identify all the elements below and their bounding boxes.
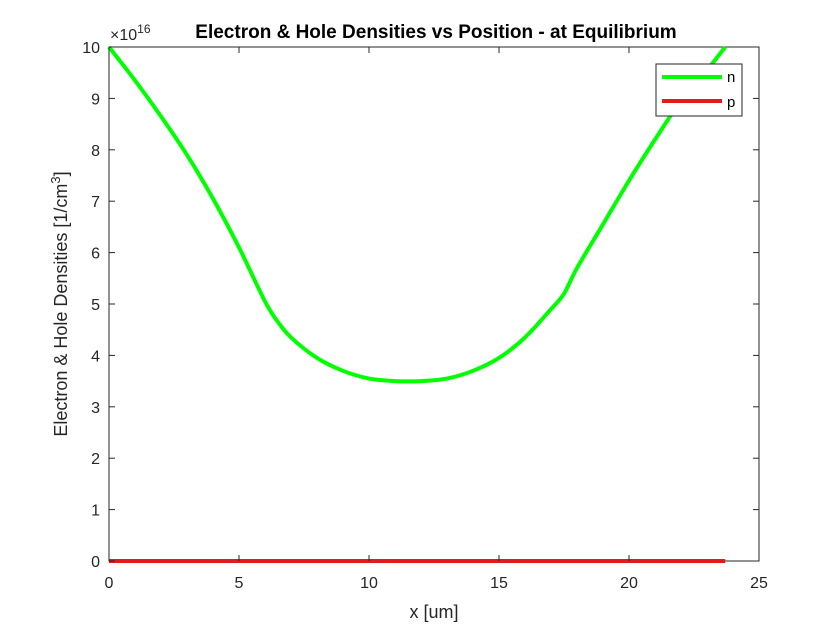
chart-title: Electron & Hole Densities vs Position - … xyxy=(195,22,676,43)
legend: n p xyxy=(655,63,743,117)
y-tick-label: 5 xyxy=(91,297,100,314)
x-axis-ticks: 0 5 10 15 20 25 xyxy=(105,47,768,592)
y-tick-label: 4 xyxy=(91,348,100,365)
y-tick-label: 8 xyxy=(91,143,100,160)
x-tick-label: 15 xyxy=(490,575,508,592)
y-tick-label: 9 xyxy=(91,91,100,108)
legend-box xyxy=(655,63,743,117)
x-tick-label: 20 xyxy=(620,575,638,592)
y-axis-label: Electron & Hole Densities [1/cm3] xyxy=(48,171,71,436)
x-tick-label: 0 xyxy=(105,575,114,592)
legend-label-p: p xyxy=(727,94,735,111)
y-tick-label: 7 xyxy=(91,194,100,211)
y-tick-label: 2 xyxy=(91,451,100,468)
y-axis-ticks: 0 1 2 3 4 5 6 7 8 9 10 xyxy=(82,40,759,571)
series-line-n xyxy=(107,45,727,384)
legend-label-n: n xyxy=(727,69,735,86)
y-tick-label: 3 xyxy=(91,400,100,417)
y-tick-label: 1 xyxy=(91,503,100,520)
plot-area xyxy=(108,46,760,562)
x-tick-label: 10 xyxy=(360,575,378,592)
x-tick-label: 25 xyxy=(750,575,768,592)
x-tick-label: 5 xyxy=(235,575,244,592)
x-axis-label: x [um] xyxy=(409,602,458,622)
y-tick-label: 0 xyxy=(91,554,100,571)
y-tick-label: 6 xyxy=(91,246,100,263)
y-tick-label: 10 xyxy=(82,40,100,57)
y-exponent-label: ×1016 xyxy=(110,22,151,44)
